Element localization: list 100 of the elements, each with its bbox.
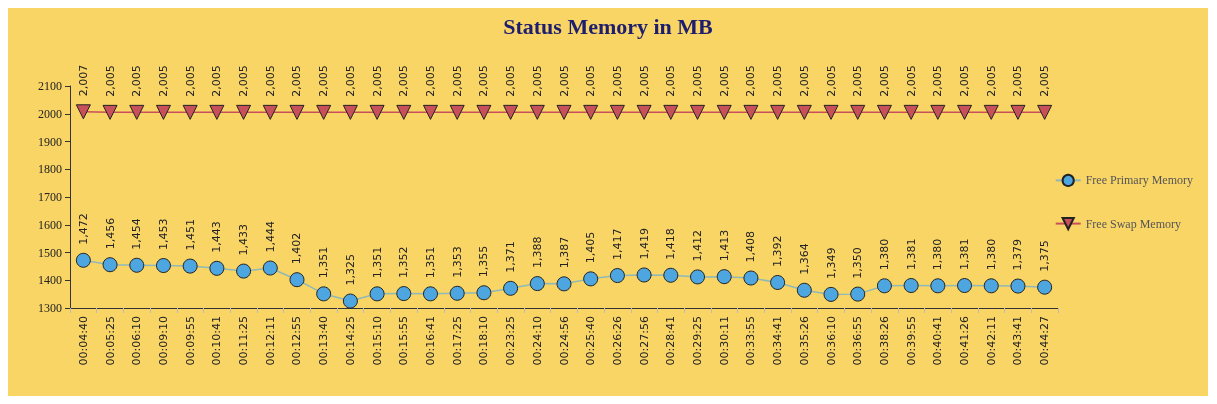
data-label: 2,005: [183, 65, 197, 97]
data-label: 2,005: [450, 65, 464, 97]
point: [396, 286, 412, 302]
point: [262, 260, 278, 276]
point: [796, 282, 812, 298]
data-label: 1,349: [824, 247, 838, 279]
point: [449, 104, 465, 120]
point: [957, 278, 973, 294]
data-label: 1,379: [1011, 239, 1025, 271]
data-label: 2,005: [343, 65, 357, 97]
point: [529, 104, 545, 120]
point: [342, 293, 358, 309]
data-label: 1,472: [76, 213, 90, 245]
point: [690, 104, 706, 120]
point: [876, 104, 892, 120]
data-label: 1,351: [423, 246, 437, 279]
x-tick-label: 00:09:55: [183, 316, 197, 366]
x-tick-label: 00:39:55: [904, 316, 918, 366]
data-label: 2,005: [370, 65, 384, 97]
data-label: 1,364: [797, 243, 811, 275]
point: [636, 267, 652, 283]
x-tick-label: 00:26:26: [610, 316, 624, 366]
data-label: 1,454: [130, 218, 144, 250]
point: [262, 104, 278, 120]
point: [182, 104, 198, 120]
data-label: 2,005: [423, 65, 437, 97]
x-tick-label: 00:10:41: [210, 316, 224, 366]
point: [930, 278, 946, 294]
x-tick-label: 00:12:55: [290, 316, 304, 366]
point: [289, 104, 305, 120]
x-tick-label: 00:16:41: [423, 316, 437, 366]
x-tick-label: 00:28:41: [664, 316, 678, 366]
data-label: 2,005: [1038, 65, 1052, 97]
data-label: 1,352: [397, 246, 411, 279]
x-tick-label: 00:12:11: [263, 316, 277, 366]
data-label: 1,456: [103, 217, 117, 250]
data-label: 1,353: [450, 246, 464, 278]
x-tick-label: 00:09:10: [156, 316, 170, 366]
data-label: 1,419: [637, 227, 651, 260]
x-tick-label: 00:14:25: [343, 316, 357, 366]
data-label: 2,005: [397, 65, 411, 97]
point: [983, 278, 999, 294]
y-tick-label: 1600: [38, 217, 62, 232]
point: [503, 280, 519, 296]
data-label: 2,005: [263, 65, 277, 97]
point: [583, 271, 599, 287]
data-label: 2,005: [744, 65, 758, 97]
legend-label: Free Primary Memory: [1085, 173, 1193, 188]
data-label: 1,392: [771, 235, 785, 267]
data-label: 2,005: [851, 65, 865, 97]
x-tick-label: 00:42:11: [984, 316, 998, 366]
x-tick-label: 00:24:10: [530, 316, 544, 366]
x-tick-label: 00:25:40: [584, 316, 598, 366]
data-label: 1,351: [370, 246, 384, 279]
x-tick-label: 00:24:56: [557, 316, 571, 366]
data-label: 2,005: [904, 65, 918, 97]
data-label: 1,443: [210, 221, 224, 253]
point: [209, 104, 225, 120]
point: [583, 104, 599, 120]
chart-title: Status Memory in MB: [503, 13, 714, 39]
y-tick-label: 2100: [38, 79, 62, 93]
data-label: 2,005: [103, 65, 117, 97]
point: [796, 104, 812, 120]
x-tick-label: 00:15:10: [370, 316, 384, 366]
point: [1037, 279, 1053, 295]
x-tick-label: 00:13:40: [317, 316, 331, 366]
data-label: 2,005: [691, 65, 705, 97]
point: [716, 269, 732, 285]
point: [182, 258, 198, 274]
point: [369, 104, 385, 120]
data-label: 1,371: [504, 241, 518, 273]
x-tick-label: 00:36:10: [824, 316, 838, 366]
point: [770, 104, 786, 120]
x-tick-label: 00:06:10: [130, 316, 144, 366]
data-label: 2,005: [130, 65, 144, 97]
data-label: 2,005: [877, 65, 891, 97]
point: [396, 104, 412, 120]
y-tick-label: 1400: [38, 273, 62, 288]
data-label: 1,413: [717, 229, 731, 262]
point: [1010, 278, 1026, 294]
point: [102, 104, 118, 120]
data-label: 1,387: [557, 236, 571, 269]
point: [102, 257, 118, 273]
data-label: 2,005: [290, 65, 304, 97]
point: [236, 104, 252, 120]
x-tick-label: 00:15:55: [397, 316, 411, 366]
point: [556, 276, 572, 292]
y-tick-label: 1500: [38, 245, 62, 260]
point: [155, 258, 171, 274]
point: [850, 286, 866, 302]
data-label: 2,005: [984, 65, 998, 97]
x-tick-label: 00:40:41: [931, 316, 945, 366]
x-tick-label: 00:35:26: [797, 316, 811, 366]
x-tick-label: 00:23:25: [504, 316, 518, 366]
data-label: 1,412: [691, 229, 705, 262]
point: [983, 104, 999, 120]
legend-label: Free Swap Memory: [1085, 216, 1182, 231]
point: [316, 286, 332, 302]
x-tick-label: 00:36:55: [851, 316, 865, 366]
data-label: 2,005: [1011, 65, 1025, 97]
